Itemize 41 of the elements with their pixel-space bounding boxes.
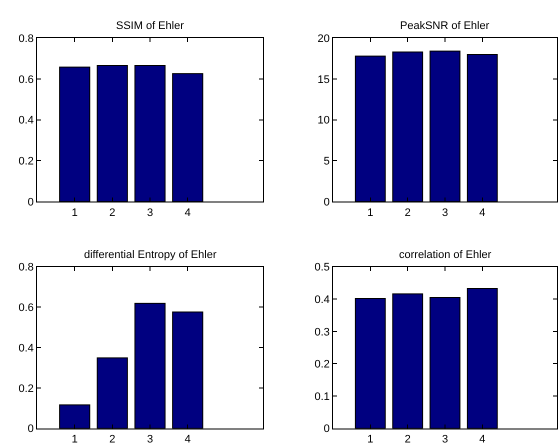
y-tick-label: 15 (318, 74, 330, 86)
x-tick-label: 3 (146, 206, 154, 219)
chart-title: SSIM of Ehler (116, 20, 184, 32)
y-tick-label: 20 (318, 32, 330, 45)
y-tick-label: 0.3 (314, 326, 330, 338)
y-tick-label: 0.4 (18, 342, 34, 354)
y-tick-label: 0 (324, 423, 330, 436)
chart-title: PeakSNR of Ehler (400, 20, 490, 32)
x-tick-label: 1 (72, 434, 78, 446)
x-tick-label: 4 (184, 206, 191, 219)
x-tick-label: 4 (479, 434, 486, 446)
x-tick-label: 2 (109, 206, 116, 219)
y-tick-label: 0.2 (18, 382, 34, 395)
x-tick-label: 4 (184, 434, 191, 446)
y-tick-label: 0.8 (18, 262, 34, 274)
y-tick-label: 10 (318, 114, 330, 127)
x-tick-label: 1 (367, 206, 374, 219)
x-tick-label: 2 (404, 434, 411, 446)
chart-title: differential Entropy of Ehler (84, 249, 217, 261)
x-tick-label: 1 (367, 434, 374, 446)
y-tick-label: 0.4 (18, 114, 34, 127)
y-tick-label: 0 (324, 196, 330, 208)
y-tick-label: 0.2 (314, 358, 330, 371)
x-tick-label: 3 (146, 434, 154, 446)
x-tick-label: 2 (404, 206, 411, 219)
y-tick-label: 0 (28, 196, 34, 208)
y-tick-label: 0.8 (18, 32, 34, 45)
y-tick-label: 0.5 (314, 262, 330, 274)
y-tick-label: 0.4 (314, 294, 330, 306)
x-tick-label: 3 (442, 434, 448, 446)
x-tick-label: 1 (72, 206, 78, 219)
chart-title: correlation of Ehler (399, 249, 492, 261)
x-tick-label: 4 (479, 206, 486, 219)
y-tick-label: 0.6 (18, 302, 34, 314)
y-tick-label: 0.6 (18, 74, 34, 86)
y-tick-label: 0 (28, 423, 34, 436)
y-tick-label: 0.2 (18, 156, 34, 168)
y-tick-label: 0.1 (314, 390, 330, 403)
y-tick-label: 5 (324, 156, 330, 168)
x-tick-label: 3 (442, 206, 448, 219)
x-tick-label: 2 (109, 434, 116, 446)
